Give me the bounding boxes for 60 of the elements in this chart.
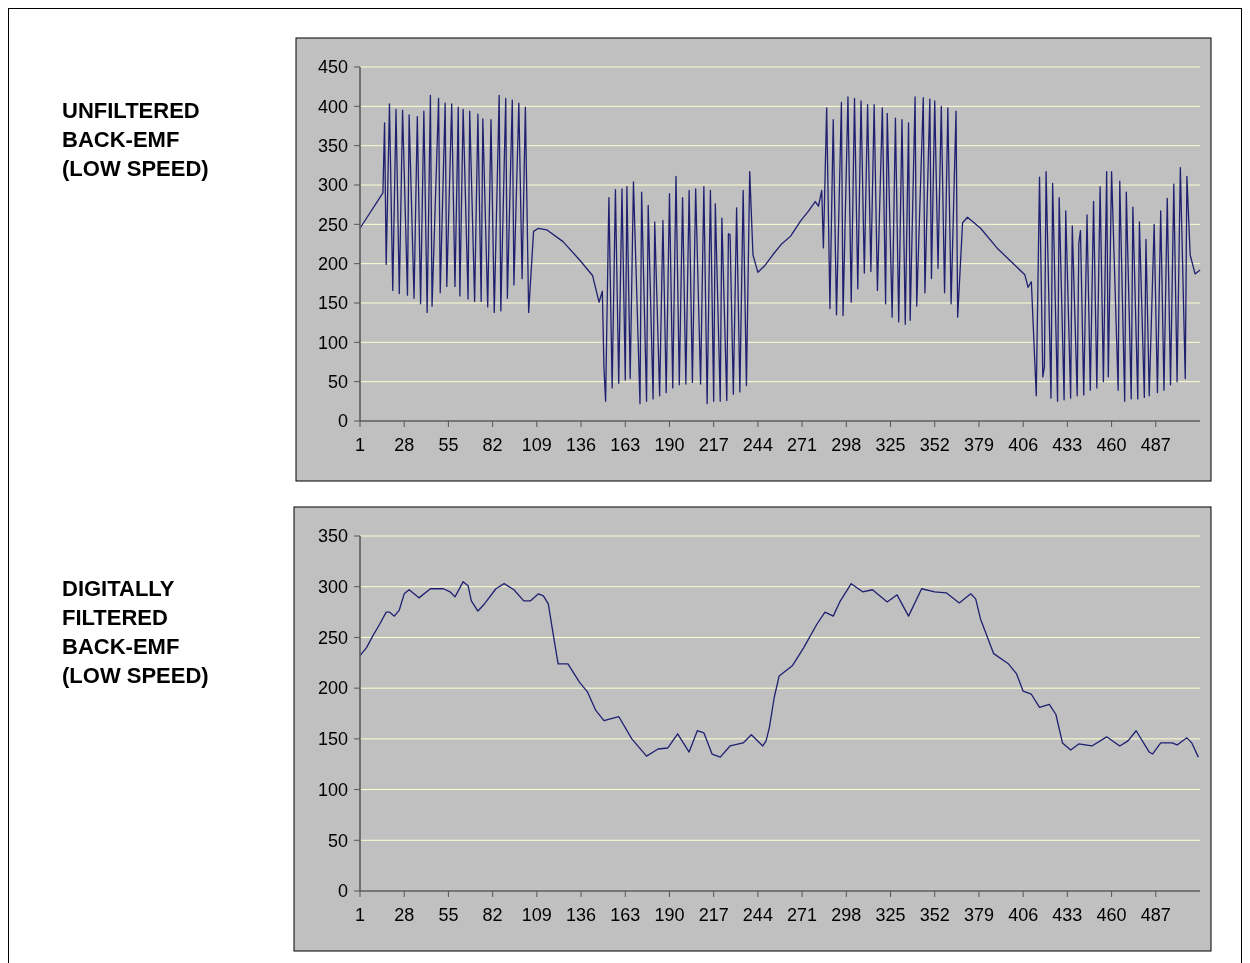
x-tick-label: 136 (566, 435, 597, 455)
y-tick-label: 400 (317, 96, 348, 117)
x-tick-label: 136 (566, 905, 597, 925)
line-series (359, 94, 1201, 405)
y-tick-label: 150 (317, 293, 348, 314)
y-tick-label: 250 (317, 214, 348, 235)
x-tick-label: 109 (521, 435, 552, 455)
x-tick-label: 298 (831, 435, 862, 455)
x-tick-label: 325 (875, 905, 906, 925)
x-tick-label: 1 (354, 435, 366, 455)
x-tick-label: 487 (1140, 435, 1171, 455)
y-tick-label: 50 (327, 371, 348, 392)
x-tick-label: 460 (1096, 905, 1127, 925)
y-tick-label: 0 (337, 881, 348, 902)
x-tick-label: 82 (482, 435, 503, 455)
y-tick-label: 200 (317, 253, 348, 274)
x-tick-label: 379 (963, 435, 994, 455)
y-tick-label: 300 (317, 577, 348, 598)
text: UNFILTERED BACK-EMF (LOW SPEED) (62, 98, 209, 181)
y-tick-label: 200 (317, 678, 348, 699)
x-tick-label: 271 (787, 905, 818, 925)
x-tick-label: 433 (1052, 905, 1083, 925)
x-tick-label: 1 (354, 905, 366, 925)
y-tick-label: 450 (317, 57, 348, 78)
x-tick-label: 163 (610, 435, 641, 455)
x-tick-label: 55 (438, 905, 459, 925)
x-tick-label: 82 (482, 905, 503, 925)
x-tick-label: 244 (742, 435, 773, 455)
line-series (359, 580, 1200, 758)
x-tick-label: 163 (610, 905, 641, 925)
x-tick-label: 190 (654, 905, 685, 925)
x-tick-label: 244 (742, 905, 773, 925)
y-tick-label: 250 (317, 627, 348, 648)
x-tick-label: 28 (394, 435, 415, 455)
y-tick-label: 100 (317, 779, 348, 800)
x-tick-label: 217 (698, 435, 729, 455)
x-tick-label: 28 (394, 905, 415, 925)
y-tick-label: 350 (317, 135, 348, 156)
y-tick-label: 50 (327, 830, 348, 851)
y-tick-label: 0 (337, 411, 348, 432)
y-tick-label: 300 (317, 175, 348, 196)
x-tick-label: 406 (1008, 905, 1039, 925)
x-tick-label: 109 (521, 905, 552, 925)
x-tick-label: 271 (787, 435, 818, 455)
x-tick-label: 460 (1096, 435, 1127, 455)
x-tick-label: 55 (438, 435, 459, 455)
x-tick-label: 487 (1140, 905, 1171, 925)
y-tick-label: 350 (317, 526, 348, 547)
y-tick-label: 100 (317, 332, 348, 353)
text: DIGITALLY FILTERED BACK-EMF (LOW SPEED) (62, 576, 209, 688)
x-tick-label: 352 (919, 905, 950, 925)
y-tick-label: 150 (317, 729, 348, 750)
x-tick-label: 325 (875, 435, 906, 455)
x-tick-label: 217 (698, 905, 729, 925)
x-tick-label: 379 (963, 905, 994, 925)
x-tick-label: 352 (919, 435, 950, 455)
x-tick-label: 406 (1008, 435, 1039, 455)
x-tick-label: 433 (1052, 435, 1083, 455)
x-tick-label: 190 (654, 435, 685, 455)
x-tick-label: 298 (831, 905, 862, 925)
